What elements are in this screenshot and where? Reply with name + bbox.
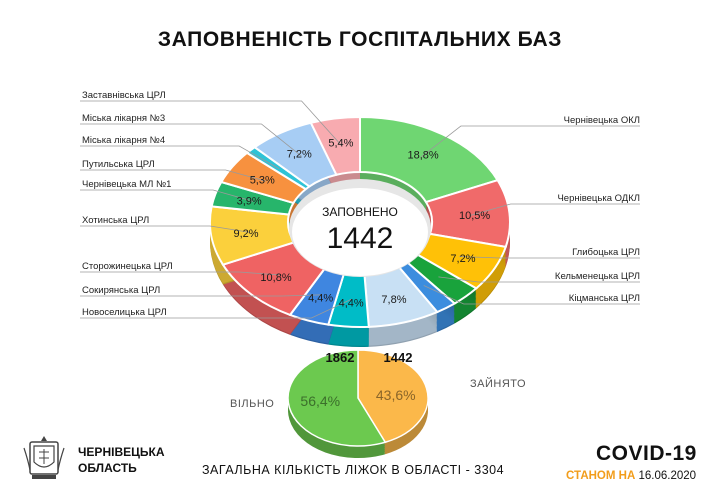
donut-label-новоселицька-црл-6: Новоселицька ЦРЛ [82,307,167,318]
donut-label-хотинська-црл-9: Хотинська ЦРЛ [82,215,149,226]
donut-label-чернівецька-окл-0: Чернівецька ОКЛ [564,115,640,126]
leader-line-кельменецька-црл-3 [438,276,640,283]
pie-value-зайнято-0: 1442 [384,350,413,365]
total-beds-caption: ЗАГАЛЬНА КІЛЬКІСТЬ ЛІЖОК В ОБЛАСТІ - 330… [202,463,505,477]
as-of-date: СТАНОМ НА 16.06.2020 [566,470,696,482]
covid-title: COVID-19 [596,442,697,465]
pie-slice-зайнято-0 [357,349,429,444]
leader-line-чернівецька-окл-0 [420,125,640,158]
leader-line-міська-лікарня-3-13 [80,123,302,157]
donut-label-міська-лікарня-4-12: Міська лікарня №4 [82,135,165,146]
donut-label-кельменецька-црл-3: Кельменецька ЦРЛ [555,271,640,282]
donut-slice-percent-путильська-црл-11: 5,3% [250,175,275,187]
region-line2: ОБЛАСТЬ [78,461,137,475]
donut-slice-percent-міська-лікарня-3-13: 7,2% [287,149,312,161]
donut-label-сторожинецька-црл-8: Сторожинецька ЦРЛ [82,261,173,272]
donut-label-сокирянська-црл-7: Сокирянська ЦРЛ [82,285,160,296]
donut-slice-заставнівська-црл-14 [309,115,361,176]
donut-slice-percent-сторожинецька-црл-8: 10,8% [260,272,291,284]
pie-slice-вільно-1 [287,349,387,447]
leader-line-чернівецька-мл-1-10 [80,189,254,202]
page-title: ЗАПОВНЕНІСТЬ ГОСПІТАЛЬНИХ БАЗ [157,28,563,51]
donut-leader-lines [80,100,640,319]
leader-line-хотинська-црл-9 [80,225,251,233]
leader-line-заставнівська-црл-14 [80,100,342,146]
as-of-prefix: СТАНОМ НА [566,470,636,482]
donut-center-value: 1442 [327,222,394,255]
donut-slice-percent-чернівецька-окл-0: 18,8% [407,150,438,162]
leader-line-міська-лікарня-4-12 [80,145,280,170]
region-name: ЧЕРНІВЕЦЬКА ОБЛАСТЬ [78,444,165,476]
leader-line-сокирянська-црл-7 [80,294,323,297]
pie-percent-зайнято-0: 43,6% [376,387,416,403]
leader-line-кіцманська-црл-4 [423,285,640,305]
donut-slice-percent-unlabeled-5: 7,8% [381,294,406,306]
donut-slice-percent-глибоцька-црл-2: 7,2% [450,253,475,265]
donut-label-чернівецька-одкл-1: Чернівецька ОДКЛ [557,193,640,204]
donut-slice-percent-чернівецька-мл-1-10: 3,9% [237,196,262,208]
donut-slice-percent-сокирянська-црл-7: 4,4% [308,293,333,305]
donut-label-чернівецька-мл-1-10: Чернівецька МЛ №1 [82,179,171,190]
donut-slice-percent-новоселицька-црл-6: 4,4% [339,297,364,309]
donut-slice-percent-хотинська-црл-9: 9,2% [233,228,258,240]
pie-name-зайнято-0: ЗАЙНЯТО [470,377,526,390]
donut-label-кіцманська-црл-4: Кіцманська ЦРЛ [569,293,640,304]
leader-line-путильська-црл-11 [80,169,266,182]
leader-line-глибоцька-црл-2 [459,256,640,259]
donut-slice-percent-заставнівська-црл-14: 5,4% [328,138,353,150]
donut-chart [209,115,511,328]
pie-percent-вільно-1: 56,4% [300,393,340,409]
summary-pie-chart: 43,6% ЗАЙНЯТО 1442 56,4% ВІЛЬНО 1862 [230,349,526,459]
donut-label-путильська-црл-11: Путильська ЦРЛ [82,159,155,170]
donut-hole [292,188,428,276]
leader-line-чернівецька-одкл-1 [470,203,640,216]
coat-of-arms-icon [23,436,65,479]
leader-line-новоселицька-црл-6 [80,298,352,319]
pie-name-вільно-1: ВІЛЬНО [230,398,274,410]
donut-slice-percent-чернівецька-одкл-1: 10,5% [459,210,490,222]
leader-line-сторожинецька-црл-8 [80,271,279,276]
donut-label-глибоцька-црл-2: Глибоцька ЦРЛ [572,247,640,258]
as-of-value: 16.06.2020 [638,470,697,482]
pie-value-вільно-1: 1862 [326,350,355,365]
donut-center-label: ЗАПОВНЕНО [322,205,398,219]
region-line1: ЧЕРНІВЕЦЬКА [78,445,165,459]
donut-label-міська-лікарня-3-13: Міська лікарня №3 [82,113,165,124]
donut-label-заставнівська-црл-14: Заставнівська ЦРЛ [82,90,166,101]
donut-labels: 18,8% Чернівецька ОКЛ 10,5% Чернівецька ОДК… [82,90,640,318]
donut-slice-чернівецька-окл-0 [359,115,500,204]
